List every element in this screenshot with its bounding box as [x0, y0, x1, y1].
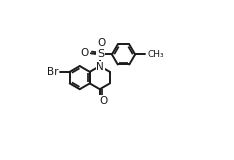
- Text: S: S: [97, 49, 104, 60]
- Text: O: O: [100, 96, 108, 106]
- Text: N: N: [96, 62, 104, 72]
- Text: Br: Br: [47, 67, 58, 77]
- Text: O: O: [81, 48, 89, 58]
- Text: CH₃: CH₃: [148, 50, 165, 59]
- Text: O: O: [98, 38, 106, 48]
